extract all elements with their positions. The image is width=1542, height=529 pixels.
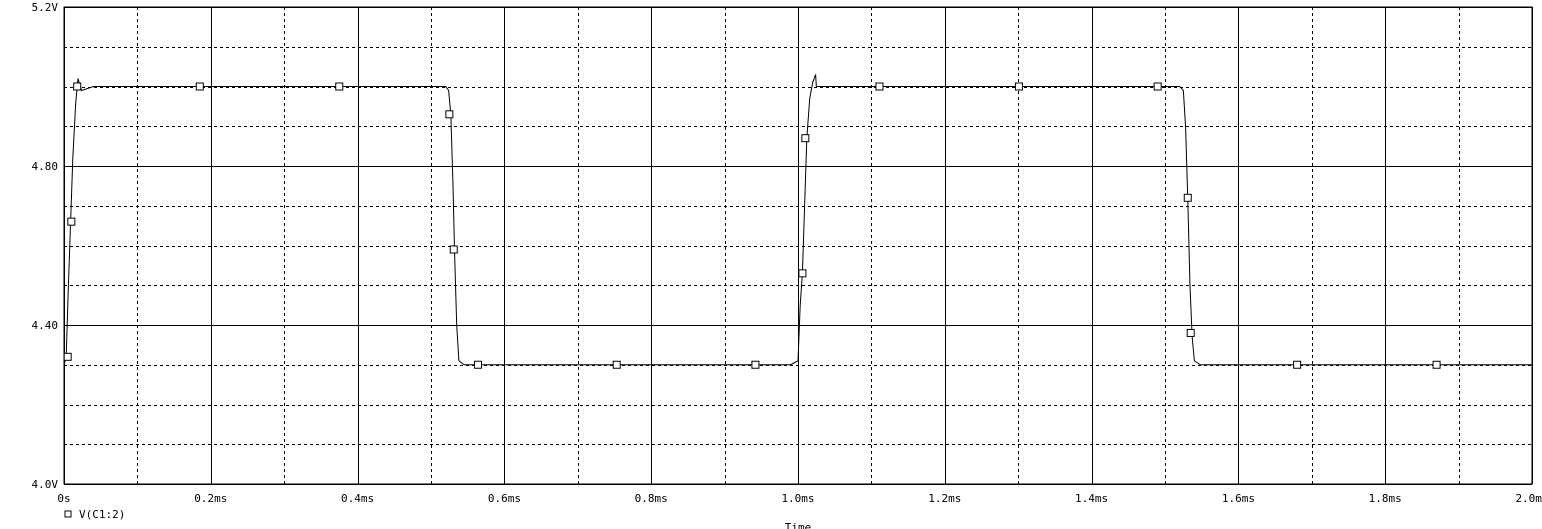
y-tick-label: 4.0V xyxy=(32,478,59,491)
y-tick-label: 4.80 xyxy=(32,160,59,173)
series-marker xyxy=(335,82,344,91)
series-line xyxy=(63,74,1532,366)
series-marker xyxy=(1153,82,1162,91)
plot-frame xyxy=(63,6,1533,485)
legend: V(C1:2) xyxy=(64,508,125,521)
legend-label: V(C1:2) xyxy=(79,508,125,521)
x-tick-label: 1.4ms xyxy=(1075,492,1108,505)
series-marker xyxy=(751,360,760,369)
series-marker xyxy=(801,134,810,143)
series-marker xyxy=(1432,360,1441,369)
series-marker xyxy=(1014,82,1023,91)
x-tick-label: 1.2ms xyxy=(928,492,961,505)
series-marker xyxy=(67,217,76,226)
series-marker xyxy=(875,82,884,91)
series-marker xyxy=(798,269,807,278)
tick-labels: 0s 0.2ms 0.4ms 0.6ms 0.8ms 1.0ms 1.2ms 1.4ms 1.6… xyxy=(32,1,1542,505)
legend-marker xyxy=(64,510,72,518)
series-marker xyxy=(195,82,204,91)
series-marker xyxy=(1183,193,1192,202)
series-marker xyxy=(1293,360,1302,369)
series-marker xyxy=(612,360,621,369)
y-tick-label: 5.2V xyxy=(32,1,59,14)
x-tick-label: 0.2ms xyxy=(194,492,227,505)
x-axis-label: Time xyxy=(785,521,812,529)
x-tick-label: 1.0ms xyxy=(781,492,814,505)
series-marker xyxy=(449,245,458,254)
series-marker xyxy=(1186,328,1195,337)
series-marker xyxy=(473,360,482,369)
x-tick-label: 1.8ms xyxy=(1369,492,1402,505)
x-tick-label: 0.6ms xyxy=(488,492,521,505)
series-marker xyxy=(445,110,454,119)
y-tick-label: 4.40 xyxy=(32,319,59,332)
x-tick-label: 0s xyxy=(57,492,70,505)
series-marker xyxy=(63,352,72,361)
x-tick-label: 0.8ms xyxy=(635,492,668,505)
series-layer xyxy=(63,74,1532,369)
grid-layer xyxy=(64,7,1533,485)
x-tick-label: 1.6ms xyxy=(1222,492,1255,505)
x-tick-label: 2.0ms xyxy=(1515,492,1542,505)
series-marker xyxy=(73,82,82,91)
x-tick-label: 0.4ms xyxy=(341,492,374,505)
